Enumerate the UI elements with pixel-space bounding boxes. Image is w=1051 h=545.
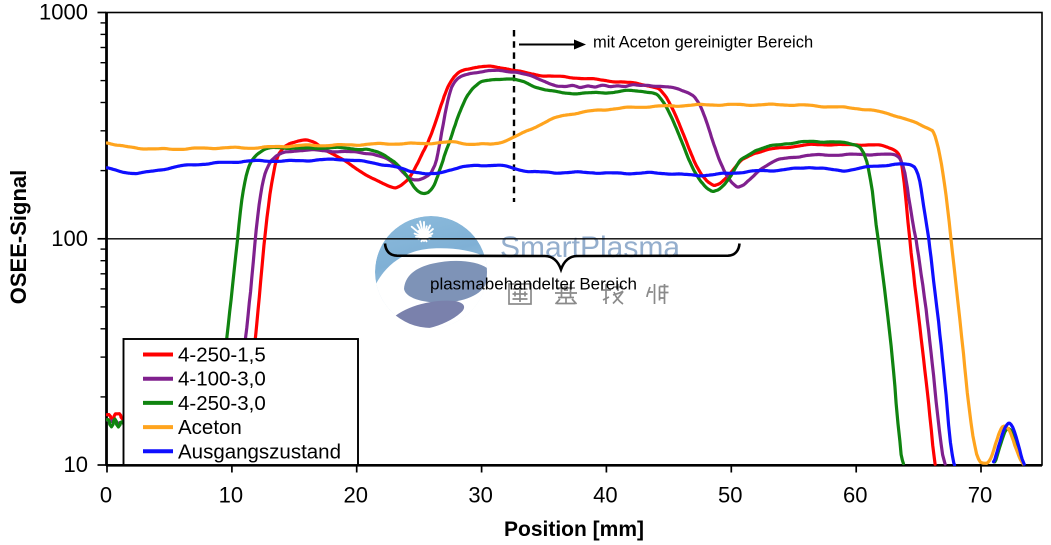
svg-text:100: 100 [51,226,88,251]
svg-text:4-100-3,0: 4-100-3,0 [178,368,266,391]
svg-text:10: 10 [64,452,88,477]
svg-text:0: 0 [100,483,112,508]
svg-text:4-250-3,0: 4-250-3,0 [178,392,266,415]
svg-text:40: 40 [593,483,617,508]
svg-text:30: 30 [468,483,492,508]
svg-text:mit Aceton gereinigter Bereich: mit Aceton gereinigter Bereich [593,34,813,52]
svg-text:SmartPlasma: SmartPlasma [500,231,680,264]
svg-text:50: 50 [718,483,742,508]
svg-text:OSEE-Signal: OSEE-Signal [6,170,31,304]
svg-text:Position [mm]: Position [mm] [504,518,644,541]
svg-text:60: 60 [843,483,867,508]
svg-text:70: 70 [968,483,992,508]
svg-text:1000: 1000 [39,0,88,25]
svg-text:Aceton: Aceton [178,416,242,439]
svg-text:plasmabehandelter Bereich: plasmabehandelter Bereich [430,275,637,294]
svg-text:4-250-1,5: 4-250-1,5 [178,344,266,367]
svg-text:10: 10 [219,483,243,508]
svg-text:20: 20 [343,483,367,508]
svg-text:Ausgangszustand: Ausgangszustand [178,440,341,463]
